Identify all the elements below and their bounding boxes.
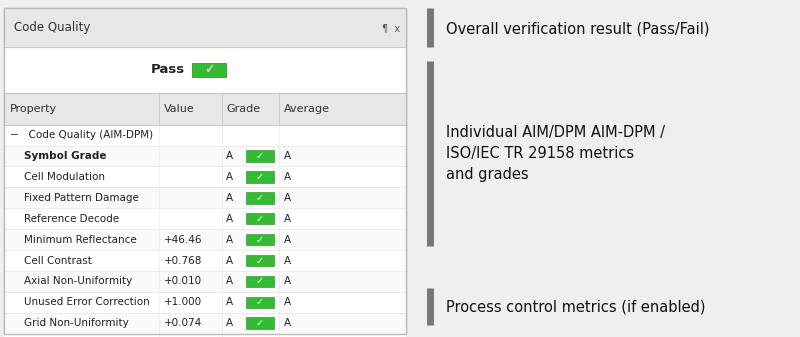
Text: Code Quality: Code Quality	[14, 21, 90, 34]
Text: A: A	[226, 193, 234, 203]
Text: A: A	[284, 297, 291, 307]
Text: A: A	[284, 276, 291, 286]
Text: ¶  x: ¶ x	[382, 23, 400, 33]
Text: A: A	[226, 151, 234, 161]
Bar	[4, 8, 406, 334]
Text: ✓: ✓	[256, 255, 264, 266]
Text: A: A	[284, 193, 291, 203]
Text: Grid Non-Uniformity: Grid Non-Uniformity	[24, 318, 129, 328]
Bar	[246, 234, 274, 245]
Bar	[4, 93, 406, 125]
Text: ✓: ✓	[256, 214, 264, 224]
Text: A: A	[226, 318, 234, 328]
Text: Cell Contrast: Cell Contrast	[24, 255, 92, 266]
Text: ✓: ✓	[256, 235, 264, 245]
Text: ✓: ✓	[204, 63, 214, 76]
Bar	[4, 187, 406, 208]
Bar	[4, 250, 406, 271]
Text: Unused Error Correction: Unused Error Correction	[24, 297, 150, 307]
Text: Property: Property	[10, 104, 57, 114]
Text: Grade: Grade	[226, 104, 261, 114]
Bar	[246, 297, 274, 308]
Text: A: A	[226, 235, 234, 245]
Text: A: A	[284, 255, 291, 266]
Text: +0.010: +0.010	[164, 276, 202, 286]
Text: Value: Value	[164, 104, 194, 114]
Text: ✓: ✓	[256, 276, 264, 286]
Text: A: A	[284, 151, 291, 161]
Text: +1.000: +1.000	[164, 297, 202, 307]
Bar	[246, 317, 274, 329]
Bar	[246, 255, 274, 266]
Text: A: A	[226, 255, 234, 266]
Bar	[193, 63, 226, 77]
Text: A: A	[284, 235, 291, 245]
Text: ✓: ✓	[256, 172, 264, 182]
Bar	[4, 146, 406, 166]
Bar	[4, 8, 406, 334]
Text: Minimum Reflectance: Minimum Reflectance	[24, 235, 137, 245]
Bar	[4, 292, 406, 313]
Bar	[4, 208, 406, 229]
Text: Symbol Grade: Symbol Grade	[24, 151, 106, 161]
Bar	[4, 166, 406, 187]
Text: Axial Non-Uniformity: Axial Non-Uniformity	[24, 276, 132, 286]
Text: +0.768: +0.768	[164, 255, 202, 266]
Bar	[246, 213, 274, 224]
Text: ✓: ✓	[256, 318, 264, 328]
Text: +46.46: +46.46	[164, 235, 202, 245]
Bar	[4, 125, 406, 146]
Text: A: A	[284, 318, 291, 328]
Text: Reference Decode: Reference Decode	[24, 214, 119, 224]
Text: A: A	[226, 297, 234, 307]
Text: ✓: ✓	[256, 151, 264, 161]
Bar	[4, 271, 406, 292]
Text: +0.074: +0.074	[164, 318, 202, 328]
Text: Fixed Pattern Damage: Fixed Pattern Damage	[24, 193, 139, 203]
Text: ✓: ✓	[256, 193, 264, 203]
Text: Average: Average	[284, 104, 330, 114]
Bar	[246, 171, 274, 183]
Bar	[246, 150, 274, 162]
Text: Process control metrics (if enabled): Process control metrics (if enabled)	[446, 299, 706, 314]
Text: A: A	[284, 172, 291, 182]
Text: Cell Modulation: Cell Modulation	[24, 172, 105, 182]
Text: A: A	[226, 172, 234, 182]
Bar	[4, 8, 406, 47]
Text: Pass: Pass	[151, 63, 186, 76]
Bar	[246, 192, 274, 204]
Bar	[4, 334, 406, 337]
Text: Overall verification result (Pass/Fail): Overall verification result (Pass/Fail)	[446, 21, 710, 36]
Bar	[4, 313, 406, 334]
Bar	[4, 47, 406, 93]
Text: A: A	[226, 214, 234, 224]
Bar	[246, 276, 274, 287]
Text: Individual AIM/DPM AIM-DPM /
ISO/IEC TR 29158 metrics
and grades: Individual AIM/DPM AIM-DPM / ISO/IEC TR …	[446, 125, 666, 182]
Text: A: A	[226, 276, 234, 286]
Text: ✓: ✓	[256, 297, 264, 307]
Bar	[4, 229, 406, 250]
Text: A: A	[284, 214, 291, 224]
Text: −   Code Quality (AIM-DPM): − Code Quality (AIM-DPM)	[10, 130, 154, 140]
